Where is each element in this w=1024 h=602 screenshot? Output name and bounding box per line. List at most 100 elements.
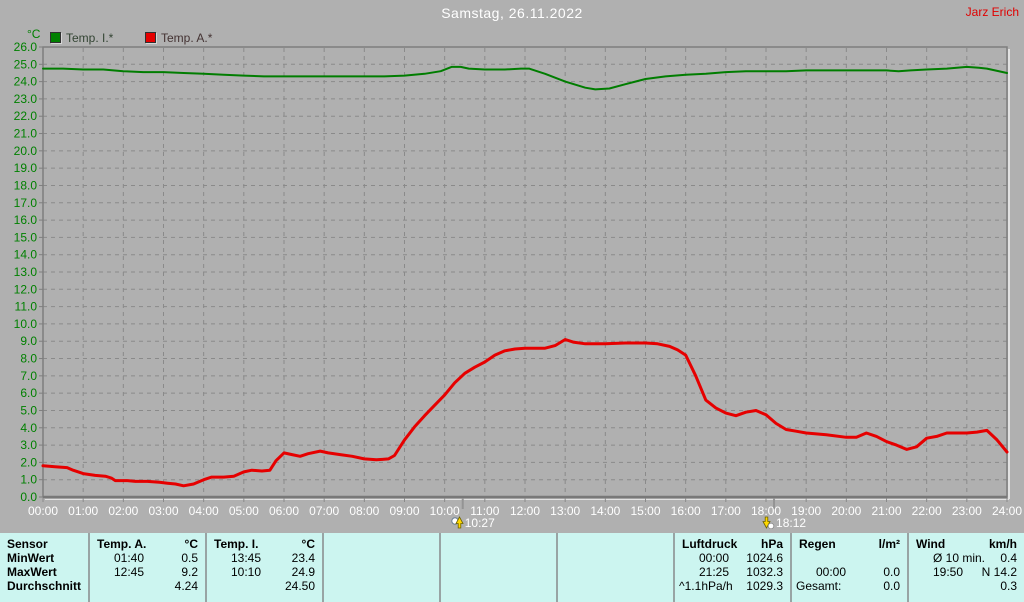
column-unit: °C [301, 537, 315, 551]
legend-label-temp-i: Temp. I.* [66, 30, 114, 45]
y-tick-label: 6.0 [20, 386, 37, 400]
y-tick-label: 9.0 [20, 334, 37, 348]
table-cell-value: 0.0 [883, 579, 900, 593]
column-unit: l/m² [878, 537, 900, 551]
y-tick-label: 18.0 [14, 178, 38, 192]
column-name: Wind [916, 537, 946, 551]
table-cell-value: 0.3 [1000, 579, 1017, 593]
x-tick-label: 05:00 [229, 504, 259, 518]
y-tick-label: 19.0 [14, 161, 38, 175]
column-name: Luftdruck [682, 537, 738, 551]
legend-item-temp-a: Temp. A.* [145, 29, 213, 45]
y-tick-label: 12.0 [14, 282, 38, 296]
table-cell-time: Gesamt: [796, 579, 842, 593]
x-tick-label: 24:00 [992, 504, 1022, 518]
y-tick-label: 3.0 [20, 438, 37, 452]
table-column-temp-i-: Temp. I. °C 13:45 23.4 10:10 24.9 24.50 [205, 533, 322, 602]
table-column-empty [556, 533, 673, 602]
temperature-chart: 26.0 25.0 24.0 23.0 22.0 21.0 20.0 19.0 18.0 17.0… [14, 40, 1023, 518]
temp-a-swatch-icon [145, 32, 156, 44]
x-tick-label: 10:00 [430, 504, 460, 518]
table-cell-time: 00:00 [816, 565, 847, 579]
marker-time: 18:12 [776, 516, 807, 530]
table-cell-value: 24.50 [284, 579, 315, 593]
legend-label-temp-a: Temp. A.* [161, 30, 213, 45]
row-label: Sensor [7, 537, 48, 551]
x-tick-label: 18:00 [751, 504, 781, 518]
x-tick-label: 22:00 [912, 504, 942, 518]
y-tick-label: 11.0 [15, 300, 38, 314]
y-tick-label: 10.0 [14, 317, 38, 331]
x-tick-label: 06:00 [269, 504, 299, 518]
x-tick-label: 08:00 [349, 504, 379, 518]
table-cell-value: 24.9 [291, 565, 315, 579]
table-cell-value: 0.4 [1000, 551, 1017, 565]
y-axis-unit: °C [27, 27, 41, 41]
x-tick-label: 11:00 [470, 504, 499, 518]
row-label: Durchschnitt [7, 579, 82, 593]
table-column-wind: Wind km/h Ø 10 min. 0.4 19:50 N 14.2 0.3 [907, 533, 1024, 602]
table-cell-value: 1032.3 [746, 565, 783, 579]
table-column-regen: Regen l/m² 00:00 0.0 Gesamt: 0.0 [790, 533, 907, 602]
row-label: MinWert [7, 551, 55, 565]
x-tick-label: 09:00 [389, 504, 419, 518]
x-tick-label: 14:00 [590, 504, 620, 518]
x-tick-label: 02:00 [108, 504, 138, 518]
y-tick-label: 8.0 [20, 352, 37, 366]
table-cell-value: 4.24 [174, 579, 198, 593]
x-tick-label: 23:00 [952, 504, 982, 518]
y-tick-label: 22.0 [14, 109, 38, 123]
y-tick-label: 5.0 [20, 403, 37, 417]
marker-time: 10:27 [464, 516, 495, 530]
table-cell-value: 23.4 [291, 551, 315, 565]
row-label: MaxWert [7, 565, 57, 579]
y-tick-label: 13.0 [14, 265, 38, 279]
page-title: Samstag, 26.11.2022 [441, 5, 583, 21]
y-tick-label: 1.0 [20, 473, 37, 487]
y-tick-label: 21.0 [14, 127, 38, 141]
table-cell-value: 1029.3 [746, 579, 783, 593]
legend-item-temp-i: Temp. I.* [50, 29, 114, 45]
temp-i-swatch-icon [50, 32, 61, 44]
y-tick-label: 2.0 [20, 455, 37, 469]
x-tick-label: 19:00 [791, 504, 821, 518]
table-cell-time: 12:45 [114, 565, 145, 579]
x-tick-label: 20:00 [831, 504, 861, 518]
sunrise-icon [451, 516, 464, 530]
series-line-temp-a [41, 338, 1009, 488]
sunrise-marker: 10:27 [451, 516, 495, 530]
table-column-empty [322, 533, 439, 602]
table-cell-value: 1024.6 [746, 551, 783, 565]
y-tick-label: 26.0 [14, 40, 38, 54]
x-tick-label: 13:00 [550, 504, 580, 518]
table-cell-time: 00:00 [699, 551, 730, 565]
sunset-icon [762, 516, 775, 530]
x-tick-label: 07:00 [309, 504, 339, 518]
table-cell-value: 9.2 [181, 565, 198, 579]
y-tick-label: 0.0 [20, 490, 37, 504]
y-tick-label: 25.0 [14, 57, 38, 71]
y-tick-label: 7.0 [20, 369, 37, 383]
series-line-temp-i [42, 65, 1008, 91]
column-unit: km/h [988, 537, 1017, 551]
table-column-temp-a-: Temp. A. °C 01:40 0.5 12:45 9.2 4.24 [88, 533, 205, 602]
x-tick-label: 04:00 [189, 504, 219, 518]
table-cell-value: N 14.2 [981, 565, 1017, 579]
column-unit: hPa [760, 537, 783, 551]
column-name: Regen [799, 537, 836, 551]
column-name: Temp. A. [97, 537, 147, 551]
column-unit: °C [184, 537, 198, 551]
table-cell-time: Ø 10 min. [933, 551, 986, 565]
y-tick-label: 20.0 [14, 144, 38, 158]
y-tick-label: 4.0 [20, 421, 37, 435]
x-tick-label: 17:00 [711, 504, 741, 518]
table-cell-time: 19:50 [933, 565, 964, 579]
sunset-marker: 18:12 [762, 516, 806, 530]
summary-table: Sensor MinWert MaxWert Durchschnitt Temp. A.… [0, 533, 1024, 602]
y-tick-label: 15.0 [14, 230, 38, 244]
y-tick-label: 17.0 [14, 196, 38, 210]
table-cell-time: ^1.1hPa/h [679, 579, 733, 593]
table-cell-time: 01:40 [114, 551, 145, 565]
x-tick-label: 21:00 [871, 504, 901, 518]
